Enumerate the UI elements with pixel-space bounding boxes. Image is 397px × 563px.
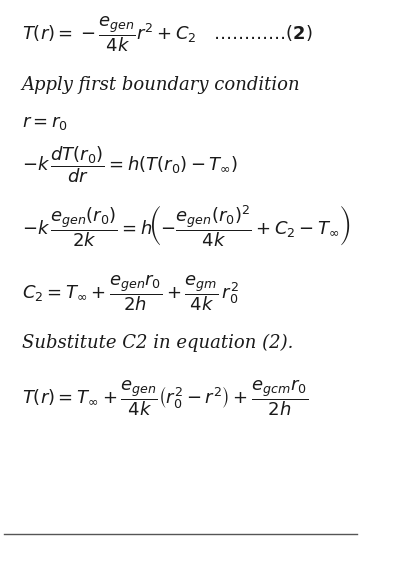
Text: $C_2 = T_{\infty} + \dfrac{e_{gen}r_0}{2h} + \dfrac{e_{gm}}{4k}\,r_0^{2}$: $C_2 = T_{\infty} + \dfrac{e_{gen}r_0}{2…	[22, 272, 239, 313]
Text: Substitute C2 in equation (2).: Substitute C2 in equation (2).	[22, 333, 293, 352]
Text: $-k\,\dfrac{e_{gen}\left(r_0\right)}{2k} = h\!\left(-\dfrac{e_{gen}\left(r_0\rig: $-k\,\dfrac{e_{gen}\left(r_0\right)}{2k}…	[22, 203, 350, 249]
Text: $r = r_0$: $r = r_0$	[22, 114, 68, 132]
Text: $-k\,\dfrac{dT\left(r_0\right)}{dr} = h\left(T\left(r_0\right) - T_{\infty}\righ: $-k\,\dfrac{dT\left(r_0\right)}{dr} = h\…	[22, 145, 238, 185]
Text: $T(r) = T_{\infty} + \dfrac{e_{gen}}{4k}\left(r_0^{2} - r^{2}\right) + \dfrac{e_: $T(r) = T_{\infty} + \dfrac{e_{gen}}{4k}…	[22, 378, 308, 418]
Text: $T\left(r\right) = -\dfrac{e_{gen}}{4k}r^{2} + C_{2}\quad\ldots\ldots\ldots\ldot: $T\left(r\right) = -\dfrac{e_{gen}}{4k}r…	[22, 15, 312, 55]
Text: Apply first boundary condition: Apply first boundary condition	[22, 75, 301, 93]
